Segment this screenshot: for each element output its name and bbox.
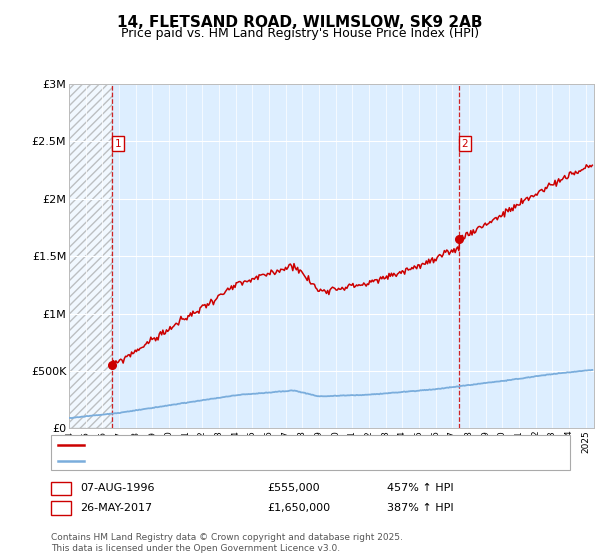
Text: 1: 1 bbox=[58, 483, 65, 493]
Text: Price paid vs. HM Land Registry's House Price Index (HPI): Price paid vs. HM Land Registry's House … bbox=[121, 27, 479, 40]
Text: 14, FLETSAND ROAD, WILMSLOW, SK9 2AB (detached house): 14, FLETSAND ROAD, WILMSLOW, SK9 2AB (de… bbox=[88, 440, 423, 450]
Text: HPI: Average price, detached house, Cheshire East: HPI: Average price, detached house, Ches… bbox=[88, 455, 365, 465]
Text: £1,650,000: £1,650,000 bbox=[267, 503, 330, 513]
Bar bbox=[69, 84, 112, 428]
Text: 2: 2 bbox=[58, 503, 65, 513]
Text: 2: 2 bbox=[461, 139, 468, 149]
Text: 14, FLETSAND ROAD, WILMSLOW, SK9 2AB: 14, FLETSAND ROAD, WILMSLOW, SK9 2AB bbox=[117, 15, 483, 30]
Text: 07-AUG-1996: 07-AUG-1996 bbox=[80, 483, 154, 493]
Text: £555,000: £555,000 bbox=[267, 483, 320, 493]
Text: 26-MAY-2017: 26-MAY-2017 bbox=[80, 503, 152, 513]
Text: 1: 1 bbox=[115, 139, 121, 149]
Text: 387% ↑ HPI: 387% ↑ HPI bbox=[387, 503, 454, 513]
Text: Contains HM Land Registry data © Crown copyright and database right 2025.
This d: Contains HM Land Registry data © Crown c… bbox=[51, 533, 403, 553]
Text: 457% ↑ HPI: 457% ↑ HPI bbox=[387, 483, 454, 493]
